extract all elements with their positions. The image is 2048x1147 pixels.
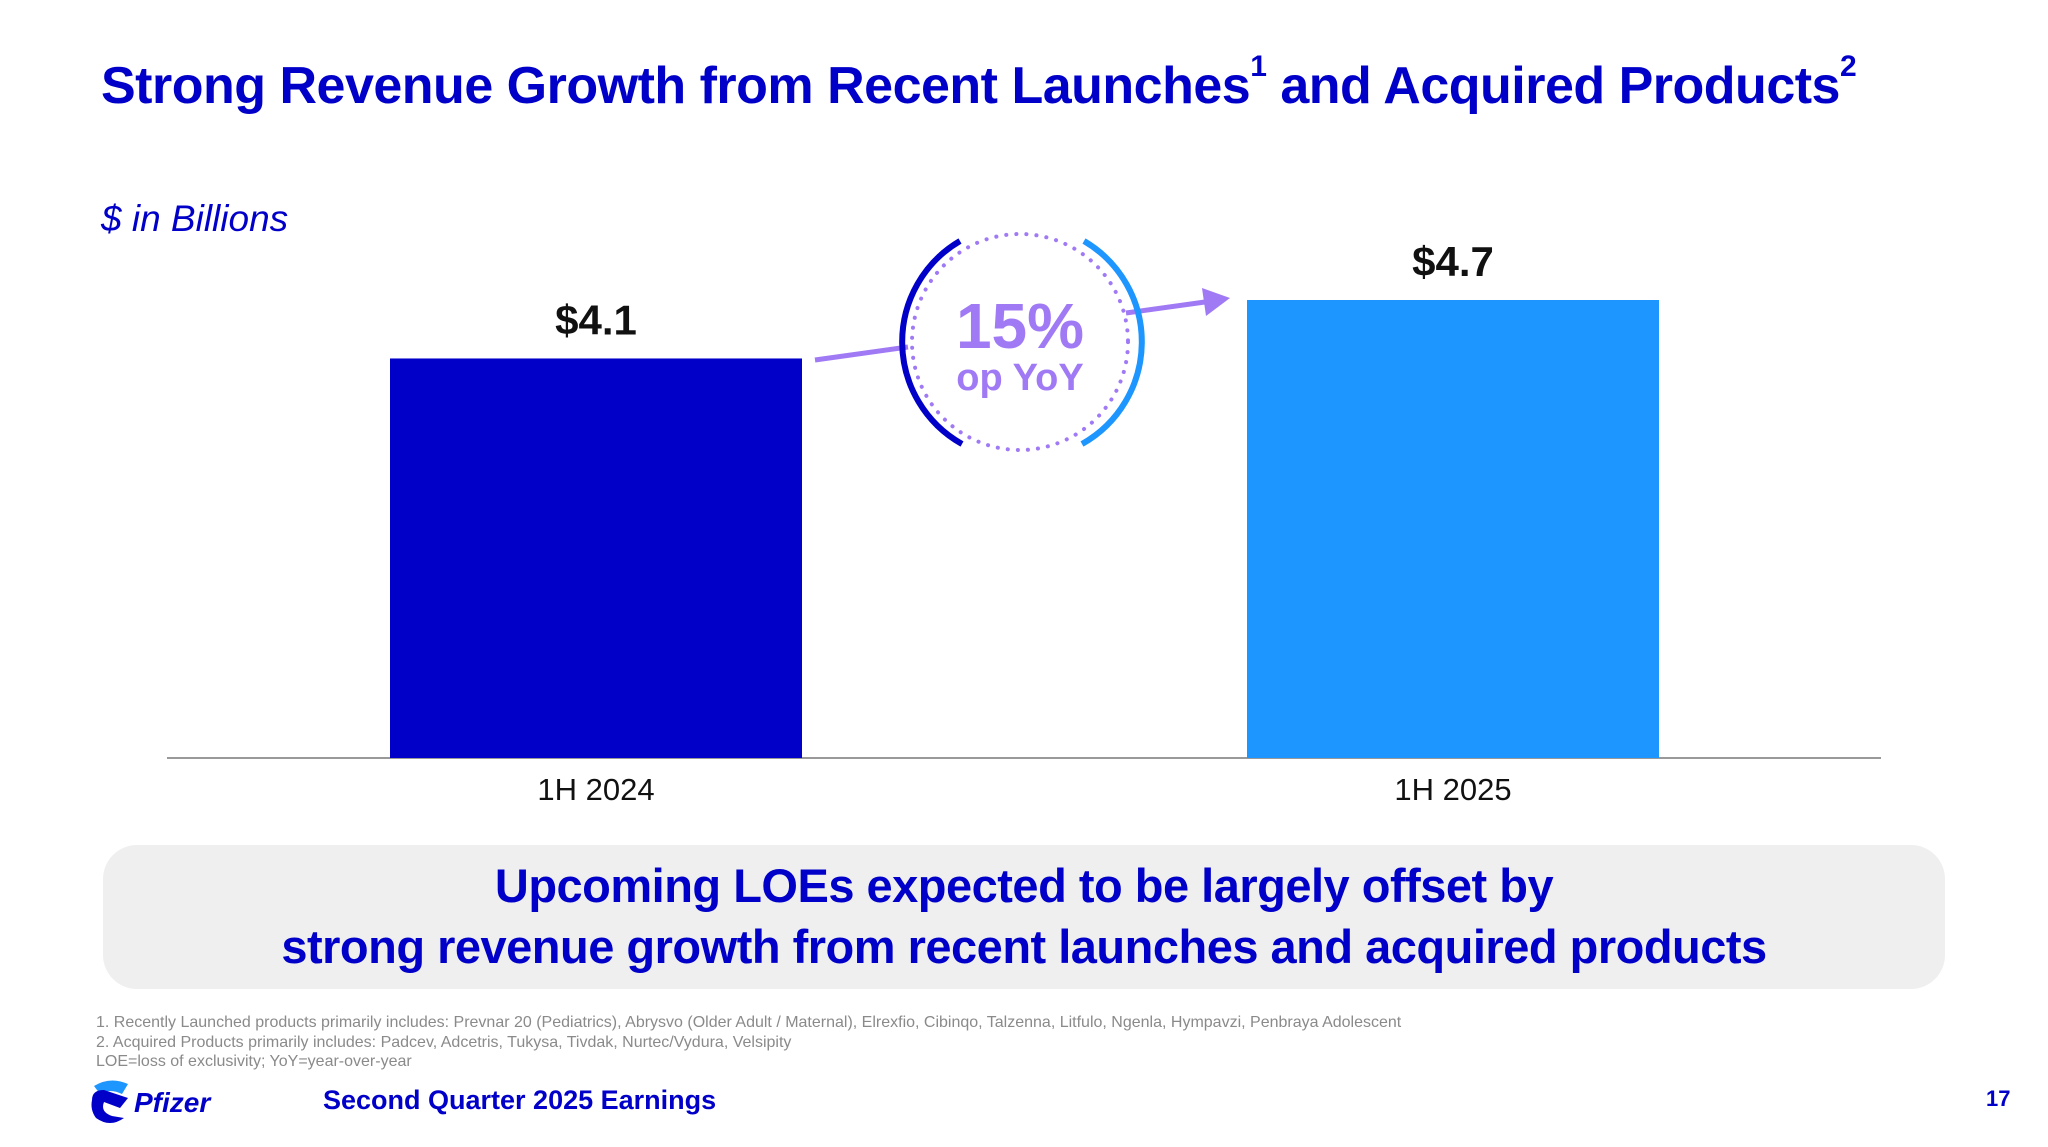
title-text: Strong Revenue Growth from Recent Launch… bbox=[101, 57, 1251, 115]
footnote-ref-1: 1 bbox=[1250, 50, 1267, 83]
x-tick-label: 1H 2024 bbox=[537, 772, 654, 807]
slide-title: Strong Revenue Growth from Recent Launch… bbox=[101, 50, 1857, 116]
title-text-2: and Acquired Products bbox=[1266, 57, 1840, 115]
footnote-3: LOE=loss of exclusivity; YoY=year-over-y… bbox=[96, 1053, 412, 1070]
arrow-head-icon bbox=[1202, 288, 1230, 316]
bar-1h-2024 bbox=[390, 358, 802, 758]
x-tick-label: 1H 2025 bbox=[1394, 772, 1511, 807]
footer-title: Second Quarter 2025 Earnings bbox=[323, 1085, 717, 1115]
footnote-1: 1. Recently Launched products primarily … bbox=[96, 1014, 1402, 1031]
growth-value: 15% bbox=[956, 290, 1084, 362]
data-label: $4.1 bbox=[555, 296, 637, 343]
dotted-ring bbox=[910, 232, 1130, 452]
callout-line-2: strong revenue growth from recent launch… bbox=[281, 920, 1767, 973]
callout-line-1: Upcoming LOEs expected to be largely off… bbox=[494, 859, 1554, 912]
arc-right bbox=[1080, 238, 1145, 447]
footnote-2: 2. Acquired Products primarily includes:… bbox=[96, 1034, 792, 1051]
data-label: $4.7 bbox=[1412, 238, 1494, 285]
arrow-in bbox=[814, 344, 909, 363]
callout-box bbox=[103, 845, 1945, 989]
units-label: $ in Billions bbox=[101, 198, 289, 239]
bar-1h-2025 bbox=[1247, 300, 1659, 758]
svg-text:Pfizer: Pfizer bbox=[134, 1087, 212, 1118]
bar-chart: $4.1 1H 2024 $4.7 1H 2025 15% op YoY bbox=[167, 232, 1881, 807]
pfizer-logo: Pfizer bbox=[91, 1080, 212, 1123]
footnote-ref-2: 2 bbox=[1839, 50, 1857, 83]
growth-annotation: 15% op YoY bbox=[814, 232, 1230, 452]
growth-label: op YoY bbox=[956, 357, 1083, 399]
page-number: 17 bbox=[1986, 1086, 2011, 1111]
arc-left bbox=[899, 238, 964, 447]
